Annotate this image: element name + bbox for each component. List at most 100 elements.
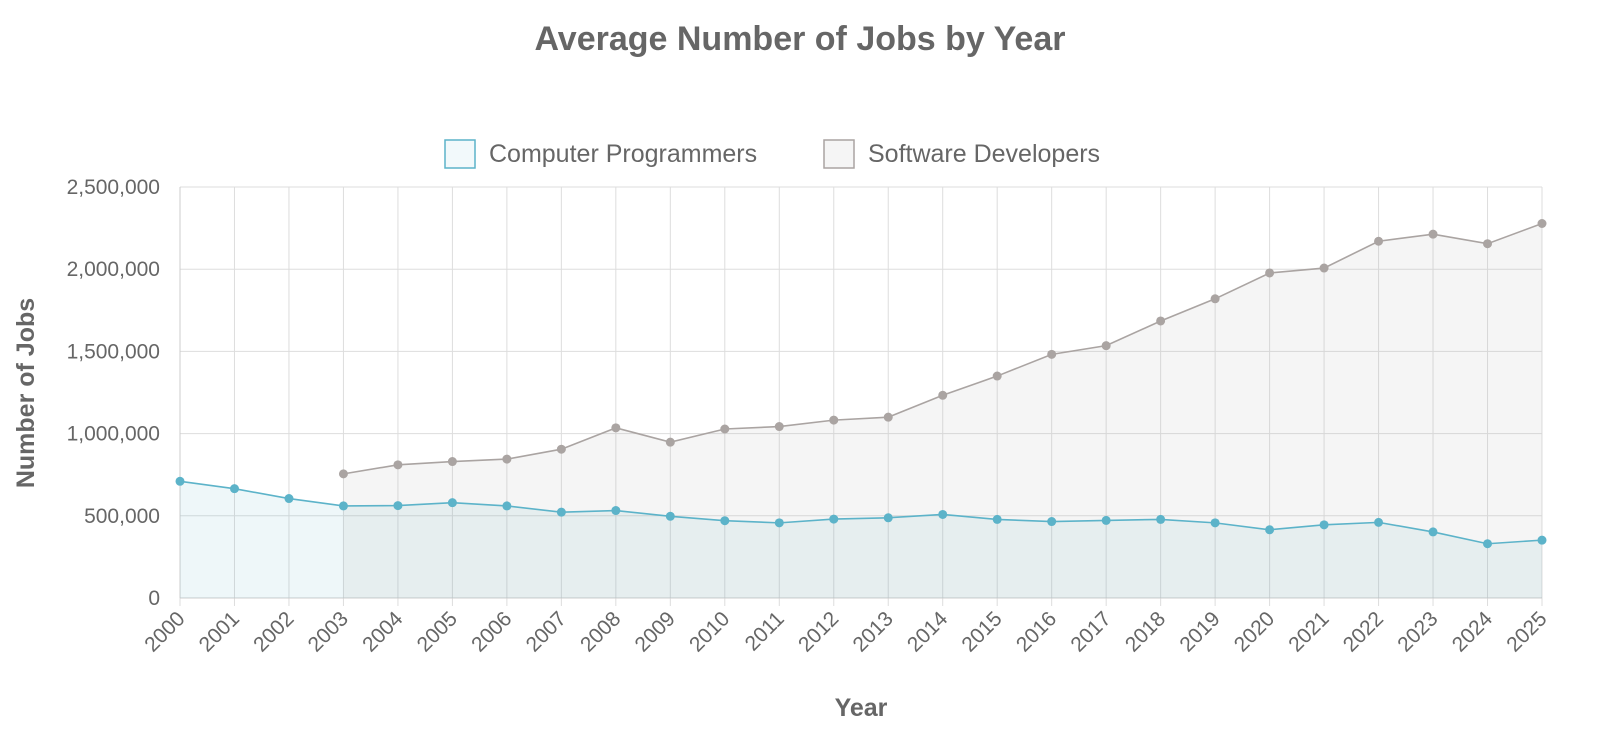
- x-tick-label: 2025: [1502, 607, 1551, 656]
- point-software-developers-2023: [1428, 229, 1438, 239]
- point-computer-programmers-2006: [502, 501, 512, 511]
- point-software-developers-2017: [1101, 341, 1111, 351]
- area-software-developers: [343, 223, 1543, 598]
- x-tick-label: 2001: [195, 607, 244, 656]
- point-software-developers-2021: [1319, 263, 1329, 273]
- point-computer-programmers-2021: [1319, 520, 1329, 530]
- chart-title: Average Number of Jobs by Year: [535, 20, 1066, 58]
- point-software-developers-2004: [393, 460, 403, 470]
- x-tick-label: 2022: [1339, 607, 1388, 656]
- y-tick-label: 2,500,000: [67, 176, 160, 199]
- x-tick-label: 2015: [957, 607, 1006, 656]
- point-computer-programmers-2013: [883, 513, 893, 523]
- point-computer-programmers-2004: [393, 501, 403, 511]
- point-computer-programmers-2014: [938, 509, 948, 519]
- y-tick-label: 2,000,000: [67, 258, 160, 281]
- point-software-developers-2020: [1265, 268, 1275, 278]
- point-computer-programmers-2016: [1047, 517, 1057, 527]
- x-tick-label: 2014: [903, 607, 953, 657]
- x-tick-label: 2013: [848, 607, 897, 656]
- x-tick-label: 2020: [1230, 607, 1279, 656]
- x-tick-label: 2000: [140, 607, 189, 656]
- point-computer-programmers-2001: [229, 484, 239, 494]
- legend-item-computer-programmers[interactable]: Computer Programmers: [444, 139, 757, 169]
- line-computer-programmers: [179, 480, 1543, 545]
- x-tick-label: 2017: [1066, 607, 1115, 656]
- point-computer-programmers-2015: [992, 514, 1002, 524]
- point-software-developers-2010: [720, 424, 730, 434]
- x-tick-label: 2016: [1012, 607, 1061, 656]
- y-tick-label: 1,500,000: [67, 340, 160, 363]
- point-software-developers-2015: [992, 371, 1002, 381]
- x-axis-ticks: 2000 2001 2002 2003 2004 2005 2006 2007 2008 2009…: [140, 607, 1551, 657]
- legend-item-software-developers[interactable]: Software Developers: [823, 139, 1100, 169]
- x-tick-label: 2019: [1175, 607, 1224, 656]
- x-tick-label: 2011: [741, 607, 789, 655]
- point-computer-programmers-2000: [175, 476, 185, 486]
- x-tick-label: 2010: [685, 607, 734, 656]
- point-computer-programmers-2011: [774, 518, 784, 528]
- legend-swatch-software-developers: [823, 139, 855, 169]
- x-tick-label: 2023: [1393, 607, 1442, 656]
- x-tick-label: 2005: [413, 607, 462, 656]
- point-software-developers-2003: [338, 469, 348, 479]
- point-software-developers-2014: [938, 390, 948, 400]
- x-axis-title: Year: [835, 694, 888, 722]
- area-computer-programmers: [180, 481, 1542, 598]
- legend-swatch-computer-programmers: [444, 139, 476, 169]
- point-software-developers-2022: [1374, 236, 1384, 246]
- point-software-developers-2016: [1047, 349, 1057, 359]
- point-computer-programmers-2017: [1101, 515, 1111, 525]
- legend-label-computer-programmers: Computer Programmers: [489, 140, 757, 168]
- point-computer-programmers-2025: [1537, 535, 1547, 545]
- point-software-developers-2011: [774, 422, 784, 432]
- y-tick-label: 500,000: [84, 505, 160, 528]
- legend: Computer Programmers Software Developers: [444, 139, 1100, 169]
- x-tick-label: 2006: [467, 607, 516, 656]
- point-software-developers-2025: [1537, 218, 1547, 228]
- point-computer-programmers-2003: [338, 501, 348, 511]
- point-software-developers-2009: [665, 437, 675, 447]
- x-tick-label: 2002: [249, 607, 298, 656]
- point-software-developers-2006: [502, 454, 512, 464]
- series-areas: [180, 223, 1543, 598]
- legend-label-software-developers: Software Developers: [868, 140, 1100, 168]
- y-axis-title: Number of Jobs: [12, 298, 40, 488]
- point-computer-programmers-2008: [611, 506, 621, 516]
- point-computer-programmers-2005: [447, 498, 457, 508]
- point-software-developers-2012: [829, 415, 839, 425]
- grid: [179, 186, 1543, 606]
- point-computer-programmers-2019: [1210, 518, 1220, 528]
- point-software-developers-2024: [1483, 239, 1493, 249]
- x-tick-label: 2021: [1284, 607, 1333, 656]
- y-tick-label: 1,000,000: [67, 423, 160, 446]
- point-software-developers-2018: [1156, 316, 1166, 326]
- x-tick-label: 2004: [358, 607, 408, 657]
- point-software-developers-2007: [556, 444, 566, 454]
- point-computer-programmers-2024: [1483, 539, 1493, 549]
- point-computer-programmers-2009: [665, 511, 675, 521]
- x-tick-label: 2009: [631, 607, 680, 656]
- x-tick-label: 2007: [522, 607, 571, 656]
- point-computer-programmers-2012: [829, 514, 839, 524]
- x-tick-label: 2003: [304, 607, 353, 656]
- x-tick-label: 2012: [794, 607, 843, 656]
- point-computer-programmers-2002: [284, 494, 294, 504]
- point-computer-programmers-2020: [1265, 525, 1275, 535]
- y-axis-ticks: 0 500,000 1,000,000 1,500,000 2,000,000 2,500…: [67, 176, 160, 610]
- point-computer-programmers-2018: [1156, 514, 1166, 524]
- series-points: [175, 218, 1547, 549]
- point-software-developers-2008: [611, 423, 621, 433]
- x-tick-label: 2024: [1448, 607, 1498, 657]
- point-software-developers-2019: [1210, 294, 1220, 304]
- point-software-developers-2013: [883, 412, 893, 422]
- point-software-developers-2005: [447, 457, 457, 467]
- point-computer-programmers-2007: [556, 507, 566, 517]
- x-tick-label: 2018: [1121, 607, 1170, 656]
- x-tick-label: 2008: [576, 607, 625, 656]
- y-tick-label: 0: [148, 587, 160, 610]
- point-computer-programmers-2023: [1428, 527, 1438, 537]
- point-computer-programmers-2022: [1374, 517, 1384, 527]
- point-computer-programmers-2010: [720, 516, 730, 526]
